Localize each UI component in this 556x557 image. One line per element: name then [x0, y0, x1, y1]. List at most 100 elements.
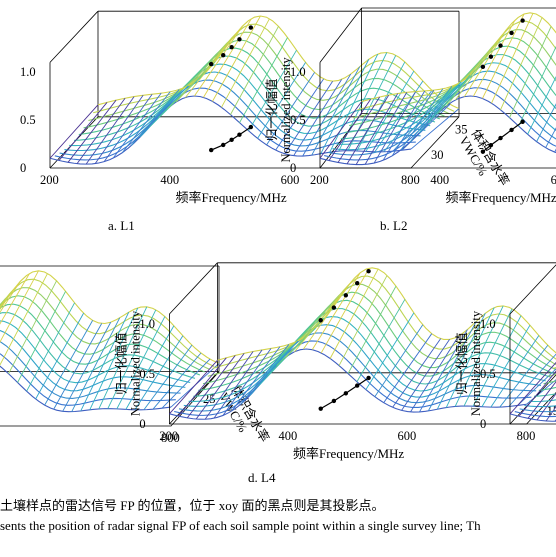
surface-rib [536, 103, 556, 142]
surface-rib [26, 302, 75, 392]
surface-rib [125, 325, 175, 410]
surface-rib [481, 324, 531, 407]
surface-rib [44, 320, 94, 406]
surface-rib [121, 91, 171, 154]
surface-rib [491, 12, 534, 104]
surface-rib [500, 17, 543, 110]
surface-rib [400, 88, 444, 150]
surface-rib [436, 313, 486, 410]
caption-a: a. L1 [108, 218, 135, 233]
x-axis-label: 频率Frequency/MHz [176, 190, 287, 205]
surface-rib [419, 329, 468, 413]
surface-rib [410, 335, 459, 413]
surface-line-0 [0, 365, 172, 413]
surface-rib [294, 293, 343, 353]
surface-line-3 [183, 324, 542, 407]
surface-line-4 [188, 315, 546, 402]
box-top-left [49, 10, 99, 63]
x-tick-label: 600 [398, 429, 417, 443]
surface-rib [284, 80, 334, 154]
box-top-left [169, 262, 218, 315]
surface-rib [383, 333, 433, 403]
surface-line-6 [78, 47, 440, 136]
surface-line-2 [178, 332, 537, 412]
surface-line-7 [202, 291, 556, 385]
surface-rib [143, 344, 193, 411]
x-tick-label: 600 [281, 173, 300, 187]
z-tick-label: 1.0 [20, 65, 36, 79]
surface-rib [35, 312, 85, 400]
surface-rib [221, 18, 270, 108]
surface-rib [418, 81, 462, 134]
surface-rib [240, 344, 290, 405]
surface-rib [71, 317, 121, 412]
surface-rib [248, 49, 297, 131]
x-tick-label: 400 [160, 173, 179, 187]
surface-rib [0, 280, 21, 314]
surface-line-5 [73, 55, 436, 141]
x-tick-label: 200 [159, 429, 178, 443]
peak-point [343, 293, 349, 298]
z-tick-label: 1.0 [480, 317, 496, 331]
surface-rib [472, 315, 522, 407]
surface-rib [490, 335, 540, 408]
surface-rib [186, 355, 236, 419]
surface-rib [213, 349, 263, 419]
peak-point [520, 18, 525, 23]
surface-rib [337, 96, 381, 163]
z-tick-label: 1.0 [139, 317, 155, 331]
peak-point [488, 54, 494, 59]
surface-rib [222, 348, 272, 416]
surface-rib [203, 18, 252, 98]
surface-rib [0, 273, 30, 325]
surface-line-10 [217, 267, 556, 361]
surface-rib [329, 268, 379, 359]
surface-rib [17, 291, 66, 383]
surface-rib [161, 358, 211, 409]
box-floor-back [0, 371, 219, 373]
surface-line-10 [0, 270, 220, 364]
surface-rib [266, 72, 315, 146]
surface-rib [8, 280, 57, 374]
x-tick-label: 800 [161, 431, 180, 445]
surface-rib [169, 359, 218, 415]
surface-rib [464, 29, 507, 97]
surface-rib [319, 101, 362, 159]
surface-rib [249, 340, 299, 396]
surface-rib [185, 36, 234, 98]
surface-line-5 [193, 308, 551, 397]
surface-rib [391, 89, 435, 157]
surface-rib [239, 37, 288, 123]
surface-rib [545, 127, 556, 148]
surface-rib [401, 339, 450, 411]
surface-rib [130, 89, 180, 146]
surface-line-9 [357, 20, 556, 111]
surface-rib [473, 19, 516, 97]
surface-rib [152, 352, 202, 410]
box-floor-front [320, 167, 556, 169]
surface-rib [177, 357, 227, 417]
surface-rib [204, 351, 254, 420]
surface-rib [347, 285, 397, 374]
surface-rib [80, 312, 130, 412]
surface-rib [134, 335, 184, 411]
surface-rib [373, 91, 417, 164]
projection-line [320, 377, 369, 410]
surface-line-9 [212, 275, 556, 369]
surface-line-7 [349, 37, 556, 127]
surface-rib [517, 368, 556, 406]
surface-line-6 [344, 45, 556, 134]
surface-rib [410, 108, 460, 150]
x-tick-label: 800 [517, 429, 536, 443]
surface-rib [103, 93, 153, 162]
surface-rib [195, 353, 245, 420]
surface-rib [116, 316, 166, 410]
surface-rib [355, 93, 399, 165]
surface-rib [545, 405, 556, 422]
z-tick-label: 0.5 [20, 113, 36, 127]
surface-line-1 [0, 353, 176, 406]
surface-rib [338, 275, 388, 366]
surface-rib [194, 25, 243, 97]
